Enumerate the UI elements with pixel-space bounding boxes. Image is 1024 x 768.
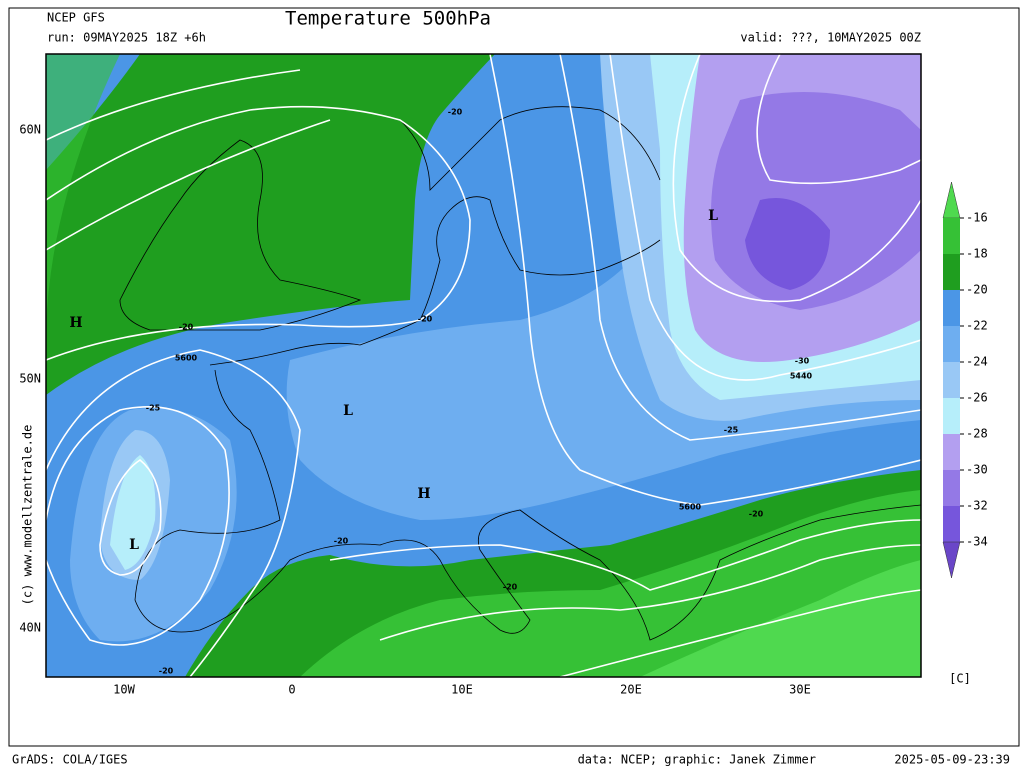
temp-label: -25 <box>724 426 739 435</box>
high-center: H <box>417 486 430 502</box>
height-label: 5600 <box>175 354 198 363</box>
footer-right: 2025-05-09-23:39 <box>894 753 1010 767</box>
lon-label: 30E <box>789 683 811 697</box>
lat-label: 40N <box>19 621 41 635</box>
colorbar-swatch <box>943 506 960 542</box>
low-center: L <box>708 208 718 224</box>
low-center: L <box>343 403 353 419</box>
contours <box>46 54 921 677</box>
high-center: H <box>69 315 82 331</box>
low-center: L <box>129 537 139 553</box>
colorbar-tick-label: -22 <box>966 319 988 333</box>
height-label: 5600 <box>679 503 702 512</box>
lon-label: 10W <box>113 683 135 697</box>
map-frame <box>45 53 922 678</box>
colorbar-swatch <box>943 218 960 254</box>
field-light-green <box>640 560 921 677</box>
model-name: NCEP GFS <box>47 11 105 25</box>
temp-label: -20 <box>159 667 174 676</box>
colorbar-swatch <box>943 326 960 362</box>
colorbar-tick-label: -26 <box>966 391 988 405</box>
pressure-centers: H H L L L <box>69 208 718 553</box>
lat-label: 50N <box>19 372 41 386</box>
temp-label: -20 <box>334 537 349 546</box>
colorbar-unit: [C] <box>949 672 971 686</box>
temp-label: -20 <box>503 583 518 592</box>
colorbar-swatch <box>943 398 960 434</box>
contour-labels: -20 -20 -20 -20 -20 -20 -20 -25 -25 -30 … <box>146 108 813 676</box>
colorbar-tick-label: -20 <box>966 283 988 297</box>
valid-info: valid: ???, 10MAY2025 00Z <box>740 31 921 45</box>
temp-label: -30 <box>795 357 810 366</box>
colorbar-swatch <box>943 362 960 398</box>
colorbar-swatch <box>943 434 960 470</box>
footer-center: data: NCEP; graphic: Janek Zimmer <box>578 753 816 767</box>
temp-label: -20 <box>179 323 194 332</box>
field-nw-green <box>46 54 120 330</box>
outer-frame <box>8 7 1020 747</box>
lon-label: 10E <box>451 683 473 697</box>
lon-label: 0 <box>288 683 295 697</box>
colorbar-swatch <box>943 470 960 506</box>
colorbar-tick-label: -28 <box>966 427 988 441</box>
colorbar-swatch <box>943 254 960 290</box>
run-info: run: 09MAY2025 18Z +6h <box>47 31 206 45</box>
field-dark-purple <box>745 198 830 290</box>
colorbar-tick-label: -24 <box>966 355 988 369</box>
temp-label: -20 <box>418 315 433 324</box>
field-sw-cyan <box>110 455 156 570</box>
credit: (c) www.modellzentrale.de <box>21 425 35 606</box>
colorbar-cap <box>942 541 961 579</box>
colorbar-swatch <box>943 290 960 326</box>
coastlines <box>119 106 921 641</box>
temp-label: -20 <box>448 108 463 117</box>
colorbar-tick-label: -16 <box>966 211 988 225</box>
colorbar-tick-label: -30 <box>966 463 988 477</box>
height-label: 5440 <box>790 372 813 381</box>
lon-label: 20E <box>620 683 642 697</box>
map-title: Temperature 500hPa <box>285 8 491 30</box>
temp-label: -20 <box>749 510 764 519</box>
temp-label: -25 <box>146 404 161 413</box>
colorbar-tick-label: -34 <box>966 535 988 549</box>
map-area: -20 -20 -20 -20 -20 -20 -20 -25 -25 -30 … <box>46 54 921 677</box>
colorbar-tick-label: -32 <box>966 499 988 513</box>
colorbar-cap <box>942 181 961 219</box>
colorbar-tick-label: -18 <box>966 247 988 261</box>
lat-label: 60N <box>19 123 41 137</box>
footer-left: GrADS: COLA/IGES <box>12 753 128 767</box>
colorbar: -16 -18 -20 -22 -24 -26 -28 -30 -32 -34 <box>942 181 988 579</box>
